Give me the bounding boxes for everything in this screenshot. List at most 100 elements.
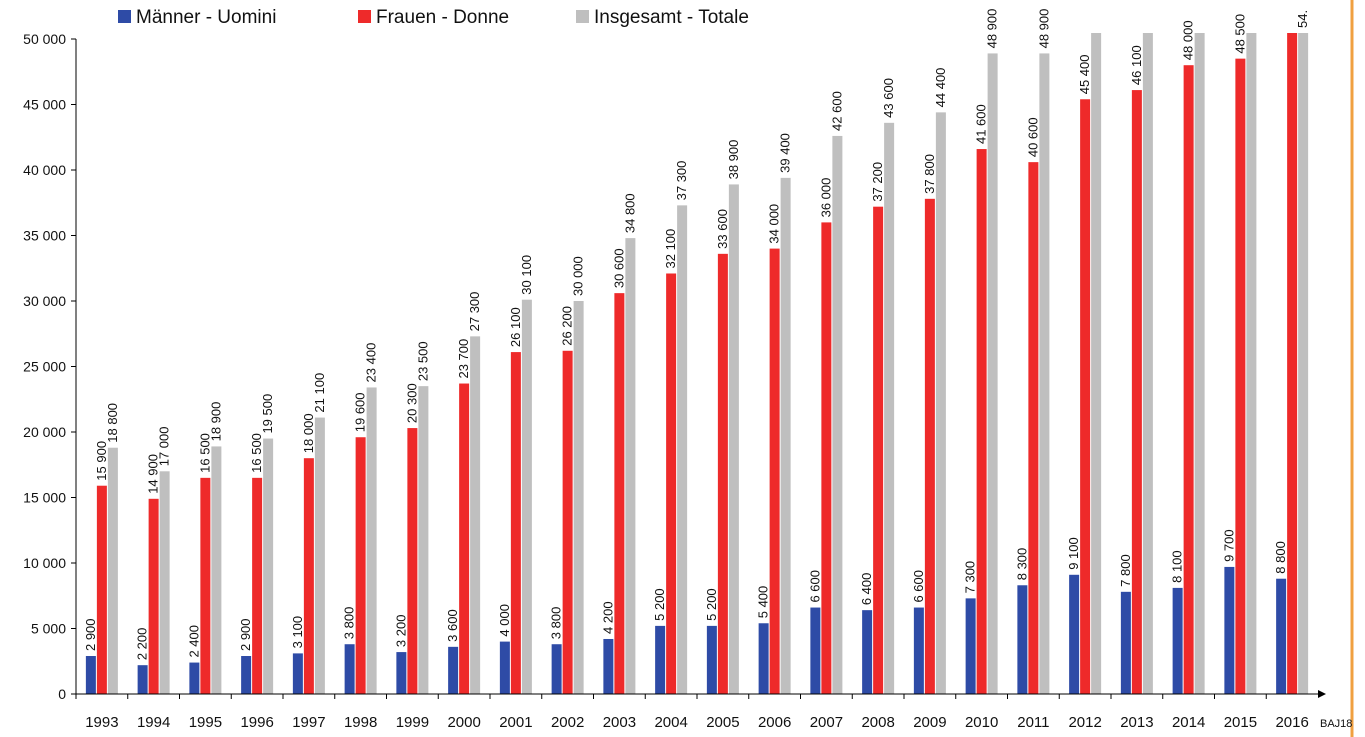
value-label: 34 800 — [622, 193, 637, 233]
bar — [614, 293, 625, 694]
x-tick-label: 2012 — [1068, 714, 1101, 731]
value-label: 4 000 — [497, 604, 512, 637]
bar — [832, 135, 843, 694]
x-tick-label: 1998 — [344, 714, 377, 731]
bar — [1298, 33, 1309, 695]
value-label: 18 800 — [105, 403, 120, 443]
bar — [1172, 587, 1183, 694]
x-tick-label: 2016 — [1275, 714, 1308, 731]
value-label: 8 300 — [1014, 548, 1029, 581]
value-label: 20 300 — [404, 383, 419, 423]
bar — [107, 447, 118, 694]
bar — [137, 665, 148, 694]
y-tick-label: 10 000 — [23, 555, 66, 571]
source: BAJ18 — [1320, 718, 1352, 730]
value-label: 26 100 — [508, 307, 523, 347]
bar — [344, 644, 355, 694]
bar — [1091, 33, 1102, 695]
bar — [211, 446, 222, 694]
bar — [862, 610, 873, 694]
value-label: 48 500 — [1232, 14, 1247, 54]
bar — [252, 477, 263, 694]
bar — [1246, 33, 1257, 694]
value-label: 36 000 — [818, 178, 833, 218]
x-tick-label: 2007 — [810, 714, 843, 731]
value-label: 14 900 — [146, 454, 161, 494]
x-tick-label: 1996 — [240, 714, 273, 731]
bar — [303, 458, 314, 694]
x-tick-label: 1993 — [85, 714, 118, 731]
value-label: 23 700 — [456, 339, 471, 379]
bar — [1287, 33, 1298, 694]
bar — [924, 198, 935, 694]
bar — [706, 625, 717, 694]
value-label: 37 200 — [870, 162, 885, 202]
bar — [1224, 566, 1235, 694]
value-label: 43 600 — [881, 78, 896, 118]
bar — [499, 641, 510, 694]
bar — [1235, 58, 1246, 694]
bar — [810, 607, 821, 694]
value-label: 2 900 — [238, 618, 253, 651]
bar — [655, 625, 666, 694]
value-label: 46 100 — [1129, 45, 1144, 85]
y-tick-label: 0 — [58, 686, 66, 702]
value-label: 34 000 — [767, 204, 782, 244]
value-label: 9 700 — [1221, 529, 1236, 562]
bar — [448, 646, 459, 694]
plot-area — [85, 33, 1309, 695]
x-tick-label: 2015 — [1224, 714, 1257, 731]
bar — [1039, 53, 1050, 695]
bar — [407, 428, 418, 694]
bar — [551, 644, 562, 694]
value-label: 26 200 — [560, 306, 575, 346]
value-label: 5 400 — [756, 586, 771, 619]
value-label: 42 600 — [829, 91, 844, 131]
y-tick-label: 30 000 — [23, 293, 66, 309]
x-tick-label: 2003 — [603, 714, 636, 731]
bar — [913, 607, 924, 694]
bar — [418, 386, 429, 694]
bar — [821, 222, 832, 694]
bar — [573, 301, 584, 694]
value-label: 37 800 — [922, 154, 937, 194]
legend-label: Insgesamt - Totale — [594, 7, 749, 28]
bar — [1276, 578, 1287, 694]
value-label: 48 000 — [1181, 20, 1196, 60]
value-label: 44 400 — [933, 68, 948, 108]
y-tick-label: 25 000 — [23, 359, 66, 375]
x-tick-label: 1999 — [396, 714, 429, 731]
value-label: 21 100 — [312, 373, 327, 413]
x-tick-label: 2006 — [758, 714, 791, 731]
bar — [1028, 162, 1039, 694]
value-label: 41 600 — [974, 104, 989, 144]
bar — [263, 438, 274, 694]
bar — [758, 623, 769, 694]
value-label: 5 200 — [652, 588, 667, 621]
bar — [780, 177, 791, 695]
bar — [1131, 90, 1142, 695]
value-label: 40 600 — [1025, 117, 1040, 157]
bar — [1120, 591, 1131, 694]
x-tick-label: 1995 — [189, 714, 222, 731]
value-label: 6 600 — [807, 570, 822, 603]
y-tick-label: 45 000 — [23, 97, 66, 113]
value-label: 7 800 — [1118, 554, 1133, 587]
bar — [717, 253, 728, 694]
value-label: 3 100 — [290, 616, 305, 649]
value-label: 45 400 — [1077, 54, 1092, 94]
bar — [1183, 65, 1194, 694]
bar — [148, 498, 159, 694]
value-label: 30 600 — [611, 248, 626, 288]
bar — [976, 149, 987, 695]
value-label: 19 500 — [260, 394, 275, 434]
bar — [1142, 33, 1153, 695]
value-label: 2 900 — [83, 618, 98, 651]
value-label: 17 000 — [157, 427, 172, 467]
value-label: 2 400 — [186, 625, 201, 658]
bar — [470, 336, 481, 694]
x-tick-label: 2008 — [861, 714, 894, 731]
bar — [314, 417, 325, 694]
value-label: 38 900 — [726, 140, 741, 180]
